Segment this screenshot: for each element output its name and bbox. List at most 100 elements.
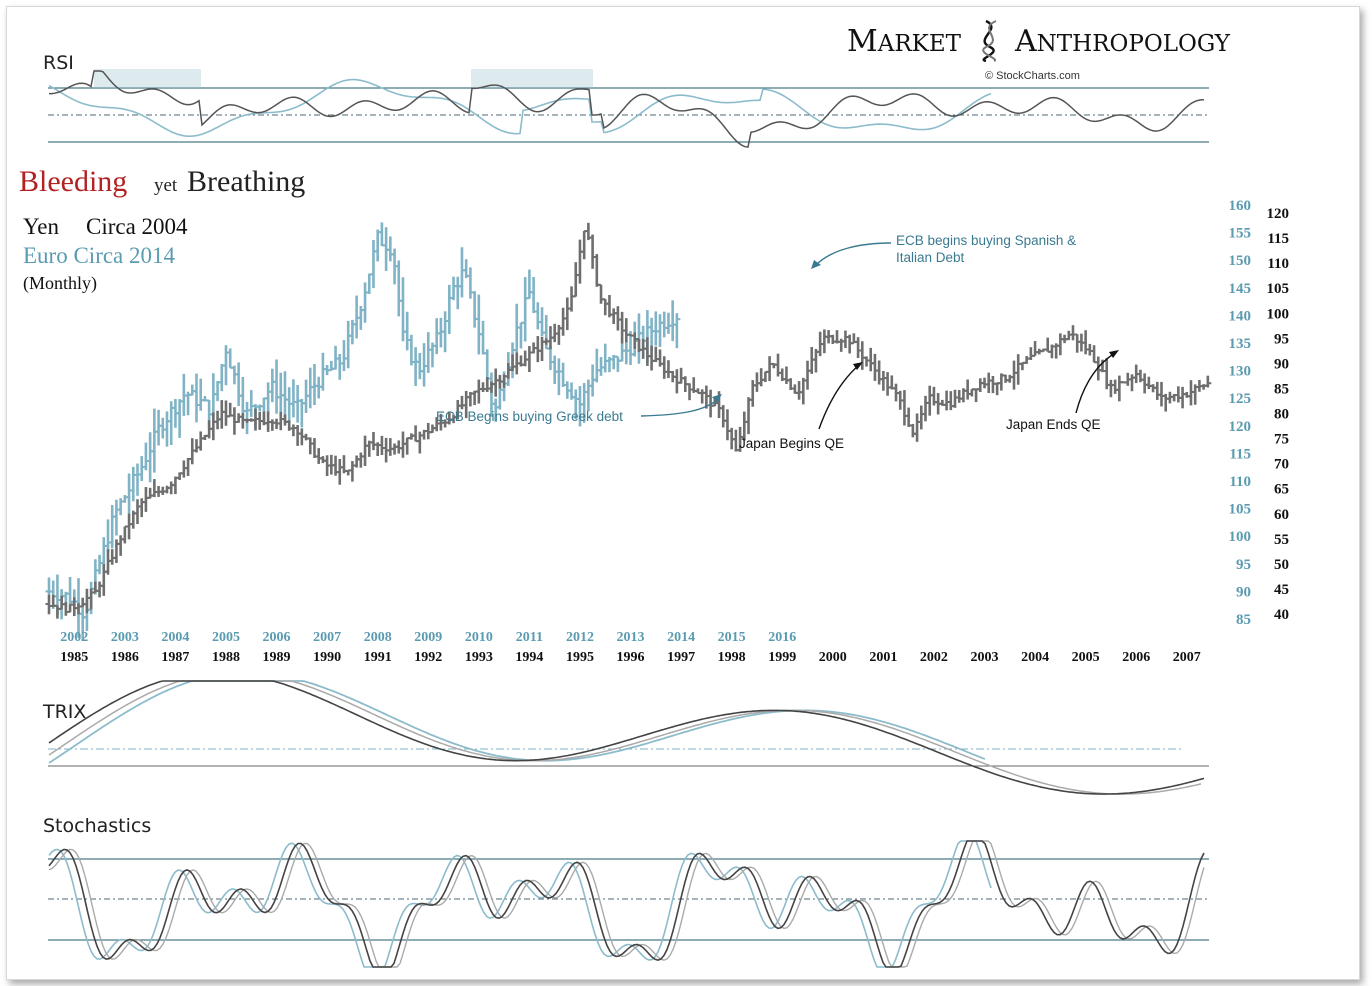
price-bar bbox=[947, 391, 955, 411]
x-tick-euro: 2012 bbox=[566, 630, 594, 645]
price-bar bbox=[1006, 374, 1014, 383]
x-tick-yen: 1993 bbox=[465, 650, 493, 665]
price-bar bbox=[622, 339, 630, 365]
price-bar bbox=[386, 438, 394, 456]
price-bar bbox=[226, 348, 234, 369]
price-bar bbox=[559, 307, 567, 336]
price-bar bbox=[723, 409, 731, 441]
price-bar bbox=[521, 350, 529, 367]
price-bar bbox=[479, 320, 487, 355]
price-bar bbox=[192, 439, 200, 453]
x-tick-yen: 1990 bbox=[313, 650, 341, 665]
trix-line-euro bbox=[48, 680, 986, 764]
price-bar bbox=[281, 414, 289, 426]
x-tick-yen: 2003 bbox=[971, 650, 999, 665]
price-bar bbox=[597, 283, 605, 304]
price-bar bbox=[1073, 333, 1081, 353]
chart-svg: RSI MARKET ANTHROPOLOGY © StockCharts.co… bbox=[19, 19, 1290, 968]
price-bar bbox=[420, 343, 428, 387]
price-bar bbox=[875, 360, 883, 385]
price-bar bbox=[589, 234, 597, 269]
price-bar bbox=[479, 382, 487, 393]
dna-helix-icon bbox=[982, 19, 997, 63]
arrow-ecb-greek bbox=[640, 397, 720, 417]
price-bar bbox=[458, 395, 466, 410]
price-bar bbox=[677, 367, 685, 384]
y-tick-euro: 155 bbox=[1229, 226, 1252, 242]
price-bar bbox=[209, 373, 217, 418]
price-bar bbox=[955, 389, 963, 403]
price-bar bbox=[530, 276, 538, 314]
price-bar bbox=[993, 382, 1001, 396]
price-bar bbox=[867, 347, 875, 372]
price-bar bbox=[576, 239, 584, 284]
price-bar bbox=[306, 437, 314, 455]
price-bar bbox=[471, 390, 479, 406]
y-tick-euro: 100 bbox=[1229, 529, 1252, 545]
annotation-japan-ends: Japan Ends QE bbox=[1006, 417, 1101, 432]
price-bar bbox=[138, 456, 146, 481]
price-bar bbox=[614, 355, 622, 372]
price-bar bbox=[289, 424, 297, 437]
price-bar bbox=[593, 254, 601, 287]
y-tick-yen: 90 bbox=[1274, 356, 1289, 372]
right-axes: 85 90 95 100 105 110 115 120 125 130 135 140 145 150 1… bbox=[1229, 198, 1290, 628]
y-tick-euro: 110 bbox=[1229, 474, 1251, 490]
legend-yen: Yen bbox=[23, 214, 60, 239]
price-bar bbox=[378, 435, 386, 456]
price-bar bbox=[58, 595, 66, 610]
price-bar bbox=[289, 379, 297, 418]
y-tick-euro: 135 bbox=[1229, 336, 1252, 352]
price-bar bbox=[917, 405, 925, 430]
price-bar bbox=[863, 356, 871, 367]
y-tick-yen: 70 bbox=[1274, 457, 1289, 473]
y-tick-yen: 45 bbox=[1274, 582, 1289, 598]
price-bar bbox=[976, 378, 984, 392]
price-bar bbox=[163, 485, 171, 494]
price-bar bbox=[45, 594, 53, 615]
y-tick-yen: 95 bbox=[1274, 331, 1289, 347]
legend-yen-circa: Circa 2004 bbox=[86, 214, 188, 239]
price-bar bbox=[378, 222, 386, 247]
y-tick-euro: 90 bbox=[1236, 584, 1251, 600]
price-bar bbox=[951, 389, 959, 408]
price-bar bbox=[471, 291, 479, 328]
price-bar bbox=[913, 413, 921, 442]
price-bar bbox=[138, 498, 146, 518]
price-bar bbox=[841, 330, 849, 349]
annotation-ecb-greek: ECB Begins buying Greek debt bbox=[436, 409, 623, 424]
price-bar bbox=[454, 276, 462, 310]
x-tick-yen: 1992 bbox=[414, 650, 442, 665]
price-bar bbox=[209, 412, 217, 441]
price-bar bbox=[909, 423, 917, 438]
price-bar bbox=[795, 381, 803, 400]
price-bar bbox=[357, 452, 365, 468]
price-bar bbox=[369, 240, 377, 289]
price-bar bbox=[905, 407, 913, 427]
price-bar bbox=[593, 348, 601, 383]
price-bar bbox=[922, 395, 930, 422]
chart-title: Bleeding yet Breathing bbox=[19, 165, 305, 198]
x-tick-euro: 2004 bbox=[161, 630, 189, 645]
trix-signal-yen bbox=[48, 680, 1202, 795]
price-bar bbox=[766, 356, 774, 382]
price-bar bbox=[1014, 354, 1022, 385]
price-bar bbox=[403, 437, 411, 455]
price-bar bbox=[618, 342, 626, 362]
price-bar bbox=[188, 384, 196, 396]
trix-panel: TRIX bbox=[42, 680, 1209, 795]
price-bar bbox=[407, 334, 415, 366]
x-tick-yen: 2006 bbox=[1122, 650, 1150, 665]
price-bar bbox=[171, 476, 179, 495]
x-tick-yen: 1988 bbox=[212, 650, 240, 665]
price-bar bbox=[277, 372, 285, 415]
x-tick-yen: 1999 bbox=[768, 650, 796, 665]
y-tick-yen: 100 bbox=[1267, 306, 1290, 322]
price-bar bbox=[509, 354, 517, 372]
stochastics-label: Stochastics bbox=[43, 815, 151, 837]
price-bar bbox=[943, 390, 951, 411]
brand-name-anthropology: ANTHROPOLOGY bbox=[1014, 24, 1231, 59]
price-bar bbox=[884, 372, 892, 396]
x-tick-euro: 2015 bbox=[718, 630, 746, 645]
price-bar bbox=[412, 347, 420, 387]
